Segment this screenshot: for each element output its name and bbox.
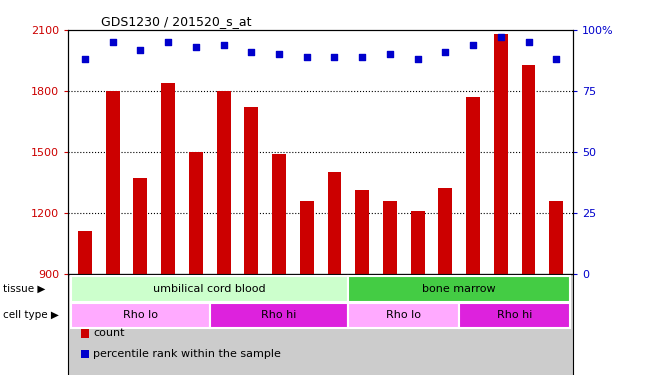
FancyBboxPatch shape (68, 274, 573, 375)
Point (468, 42, 478, 48)
Text: Rho lo: Rho lo (123, 310, 158, 320)
Bar (494, 34, 508, 274)
Point (135, 46, 146, 53)
Point (523, 39, 534, 45)
FancyBboxPatch shape (459, 303, 570, 328)
Bar (78, 231, 92, 274)
Bar (189, 152, 203, 274)
Bar (133, 178, 147, 274)
Text: tissue ▶: tissue ▶ (3, 284, 46, 294)
Point (495, 34, 506, 40)
Text: cell type ▶: cell type ▶ (3, 310, 59, 320)
Point (191, 44, 201, 50)
Bar (105, 91, 120, 274)
Point (329, 54, 340, 60)
Bar (383, 201, 397, 274)
Point (218, 42, 229, 48)
FancyBboxPatch shape (71, 303, 210, 328)
Point (80, 56, 90, 62)
Point (274, 51, 284, 57)
Bar (327, 172, 341, 274)
Bar (549, 201, 563, 274)
FancyBboxPatch shape (71, 276, 348, 302)
Point (413, 56, 423, 62)
Point (107, 39, 118, 45)
FancyBboxPatch shape (348, 303, 459, 328)
Bar (161, 83, 175, 274)
Point (440, 49, 450, 55)
FancyBboxPatch shape (210, 303, 348, 328)
Bar (355, 190, 369, 274)
Point (301, 54, 312, 60)
Point (246, 49, 256, 55)
FancyBboxPatch shape (348, 276, 570, 302)
Text: count: count (93, 328, 124, 338)
Bar (466, 97, 480, 274)
Bar (438, 188, 452, 274)
Bar (300, 201, 314, 274)
Text: GDS1230 / 201520_s_at: GDS1230 / 201520_s_at (101, 15, 251, 28)
Text: umbilical cord blood: umbilical cord blood (154, 284, 266, 294)
Point (163, 39, 173, 45)
Point (357, 54, 367, 60)
Point (551, 56, 561, 62)
Text: Rho hi: Rho hi (261, 310, 297, 320)
Text: bone marrow: bone marrow (422, 284, 496, 294)
Bar (521, 64, 536, 274)
Text: percentile rank within the sample: percentile rank within the sample (93, 349, 281, 359)
Bar (217, 91, 230, 274)
Point (385, 51, 395, 57)
Bar (244, 107, 258, 274)
Text: Rho hi: Rho hi (497, 310, 533, 320)
Bar (272, 154, 286, 274)
Text: Rho lo: Rho lo (386, 310, 421, 320)
Bar (411, 211, 424, 274)
